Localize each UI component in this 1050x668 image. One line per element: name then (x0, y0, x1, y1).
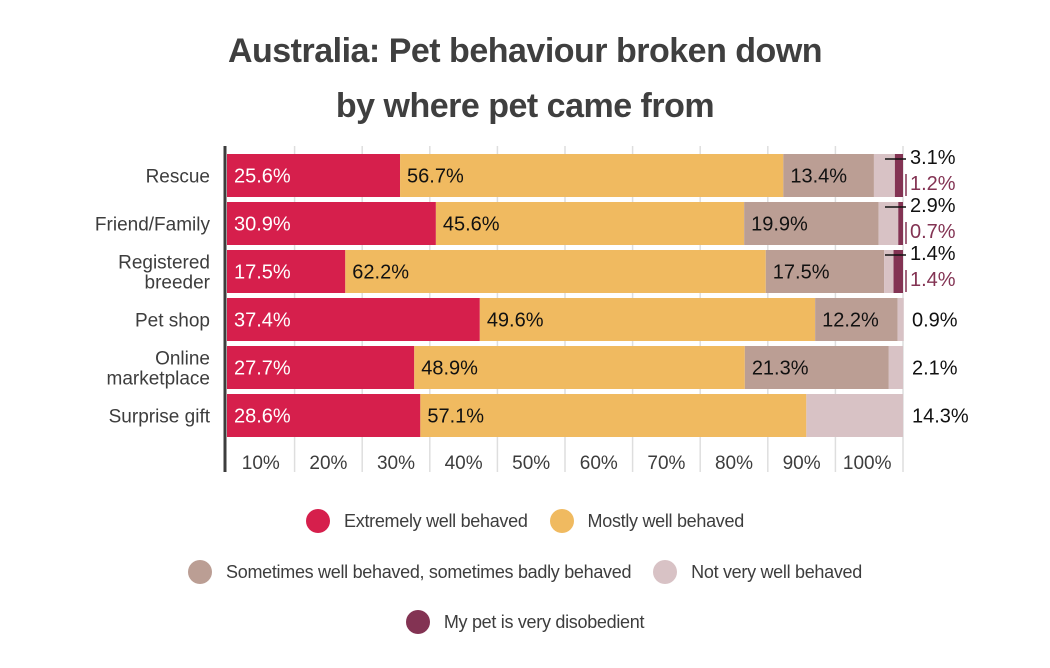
legend-item: Mostly well behaved (549, 509, 745, 533)
data-label: 21.3% (752, 358, 809, 380)
category-label: Pet shop (135, 311, 210, 332)
x-tick-label: 80% (715, 453, 753, 474)
data-label: 2.1% (912, 358, 958, 380)
bar-segment-5 (893, 250, 903, 293)
category-label: Surprise gift (109, 407, 211, 428)
legend-item: Sometimes well behaved, sometimes badly … (188, 560, 631, 584)
legend-swatch-icon (405, 610, 430, 634)
x-tick-label: 40% (445, 453, 483, 474)
bar-segment-1 (227, 346, 415, 389)
data-label: 27.7% (234, 358, 291, 380)
bar-segment-2 (420, 394, 807, 437)
data-label: 28.6% (234, 406, 291, 428)
chart-title-line-2: by where pet came from (335, 87, 715, 125)
bar-segment-2 (414, 346, 745, 389)
data-label: 3.1% (910, 147, 956, 169)
chart-title: Australia: Pet behaviour broken down by … (0, 24, 1050, 134)
data-label: 25.6% (234, 166, 291, 188)
bar-segment-2 (479, 298, 816, 341)
category-label: Online (155, 349, 210, 370)
legend-item: Extremely well behaved (306, 509, 528, 533)
bar-segment-4 (897, 298, 904, 341)
bar-segment-4 (806, 394, 903, 437)
legend-row: Extremely well behaved Mostly well behave… (0, 509, 1050, 533)
x-tick-label: 30% (377, 453, 415, 474)
data-label: 13.4% (790, 166, 847, 188)
category-label: marketplace (107, 369, 211, 390)
data-label: 12.2% (822, 310, 879, 332)
chart-title-line-1: Australia: Pet behaviour broken down (227, 32, 823, 70)
data-label: 62.2% (352, 262, 409, 284)
bar-segment-1 (227, 154, 401, 197)
legend-item: My pet is very disobedient (405, 610, 645, 634)
legend-swatch-icon (306, 509, 331, 533)
bar-segment-1 (227, 202, 436, 245)
x-tick-label: 10% (242, 453, 280, 474)
category-label: Rescue (146, 167, 210, 188)
x-tick-label: 70% (647, 453, 685, 474)
legend-label: Sometimes well behaved, sometimes badly … (226, 561, 632, 582)
bar-segment-3 (815, 298, 898, 341)
bar-segment-5 (898, 202, 903, 245)
data-label: 1.4% (910, 269, 956, 291)
data-label: 45.6% (443, 214, 500, 236)
bar-segment-3 (765, 250, 885, 293)
legend-label: My pet is very disobedient (443, 611, 645, 632)
data-label: 30.9% (234, 214, 291, 236)
bar-segment-4 (873, 154, 895, 197)
legend-swatch-icon (188, 560, 213, 584)
x-tick-label: 100% (843, 453, 892, 474)
data-label: 57.1% (427, 406, 484, 428)
data-label: 0.9% (912, 310, 958, 332)
bar-segment-5 (894, 154, 903, 197)
data-label: 17.5% (773, 262, 830, 284)
x-tick-label: 20% (309, 453, 347, 474)
legend-item: Not very well behaved (653, 560, 862, 584)
bar-segment-1 (227, 298, 480, 341)
data-label: 37.4% (234, 310, 291, 332)
bar-segment-4 (878, 202, 899, 245)
bar-segment-4 (884, 250, 894, 293)
legend-row: Sometimes well behaved, sometimes badly … (0, 560, 1050, 584)
bar-segment-3 (783, 154, 874, 197)
legend-swatch-icon (653, 560, 678, 584)
legend-label: Extremely well behaved (344, 510, 528, 531)
data-label: 48.9% (421, 358, 478, 380)
bar-segment-4 (888, 346, 903, 389)
legend-row: My pet is very disobedient (0, 610, 1050, 634)
x-tick-label: 60% (580, 453, 618, 474)
bar-segment-3 (744, 202, 879, 245)
bar-segment-2 (435, 202, 745, 245)
category-label: Friend/Family (95, 215, 211, 236)
data-label: 56.7% (407, 166, 464, 188)
legend-label: Mostly well behaved (587, 510, 745, 531)
data-label: 1.4% (910, 243, 956, 265)
data-label: 14.3% (912, 406, 969, 428)
bar-segment-3 (744, 346, 889, 389)
legend-label: Not very well behaved (691, 561, 862, 582)
bar-segment-2 (345, 250, 766, 293)
data-label: 17.5% (234, 262, 291, 284)
bar-segment-1 (227, 250, 346, 293)
data-label: 19.9% (751, 214, 808, 236)
legend-swatch-icon (549, 509, 574, 533)
bar-segment-1 (227, 394, 421, 437)
data-label: 2.9% (910, 195, 956, 217)
bar-segment-2 (400, 154, 784, 197)
data-label: 1.2% (910, 173, 956, 195)
x-tick-label: 90% (783, 453, 821, 474)
data-label: 0.7% (910, 221, 956, 243)
category-label: Registered (118, 253, 210, 274)
x-tick-label: 50% (512, 453, 550, 474)
data-label: 49.6% (487, 310, 544, 332)
category-label: breeder (145, 273, 211, 294)
